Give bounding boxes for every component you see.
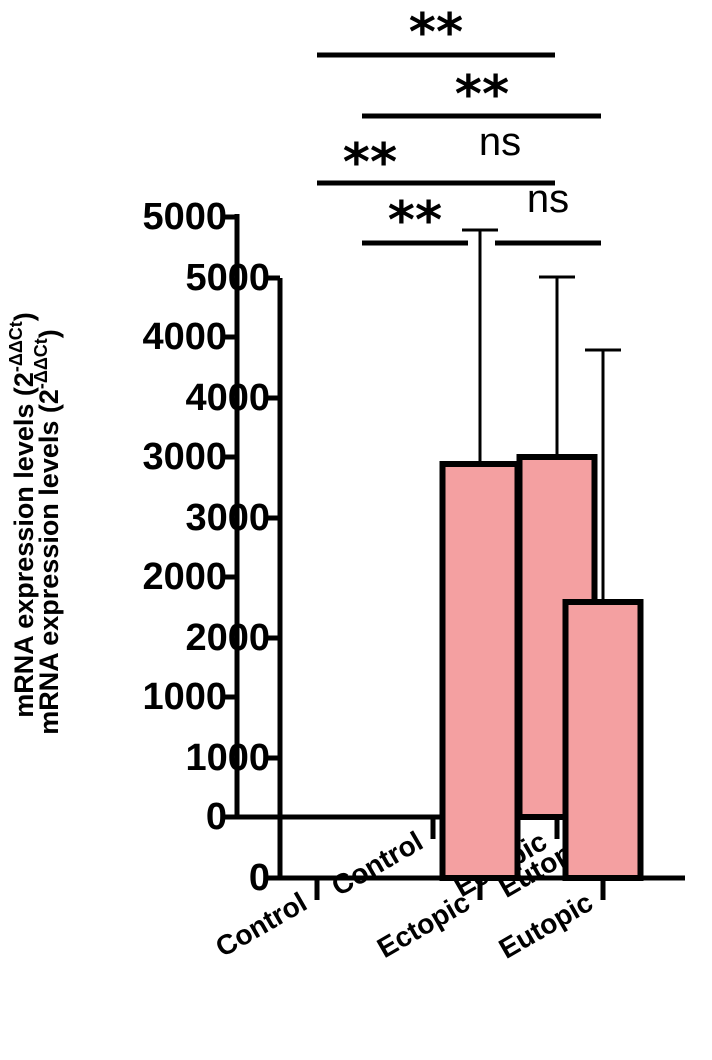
y-tick-label: 5000 xyxy=(185,257,270,299)
y-tick-label: 3000 xyxy=(185,497,270,539)
y-tick-label: 5000 xyxy=(142,196,227,238)
significance-stars: ** xyxy=(388,191,442,251)
significance-ns: ns xyxy=(479,120,521,164)
y-tick-label: 1000 xyxy=(142,676,227,718)
y-axis-title-close: ) xyxy=(9,312,39,321)
significance-stars: ** xyxy=(409,3,463,63)
x-tick-label: Control xyxy=(326,825,428,902)
significance-stars: ** xyxy=(455,65,509,125)
y-tick-label: 0 xyxy=(249,857,270,899)
y-axis-title-superscript: -ΔΔCt xyxy=(31,338,51,389)
y-tick-label: 1000 xyxy=(185,737,270,779)
y-tick-label: 0 xyxy=(206,796,227,838)
y-axis-title-superscript: -ΔΔCt xyxy=(6,321,26,372)
y-axis-title-text: mRNA expression levels (2 xyxy=(34,389,64,735)
bar-eutopic xyxy=(562,599,644,881)
chart-panel-back: 010002000300040005000ControlEctopicEutop… xyxy=(6,65,644,904)
y-axis-title-close: ) xyxy=(34,329,64,338)
y-tick-label: 2000 xyxy=(142,556,227,598)
significance-stars: ** xyxy=(343,133,397,193)
x-tick-label: Ectopic xyxy=(372,886,475,963)
y-tick-label: 3000 xyxy=(142,436,227,478)
y-axis-title: mRNA expression levels (2-ΔΔCt) xyxy=(31,329,64,735)
y-tick-label: 4000 xyxy=(185,377,270,419)
y-axis-title: mRNA expression levels (2-ΔΔCt) xyxy=(6,312,39,718)
y-tick-label: 2000 xyxy=(185,617,270,659)
y-axis-title-text: mRNA expression levels (2 xyxy=(9,372,39,718)
y-tick-label: 4000 xyxy=(142,316,227,358)
bar-ectopic xyxy=(439,461,521,881)
